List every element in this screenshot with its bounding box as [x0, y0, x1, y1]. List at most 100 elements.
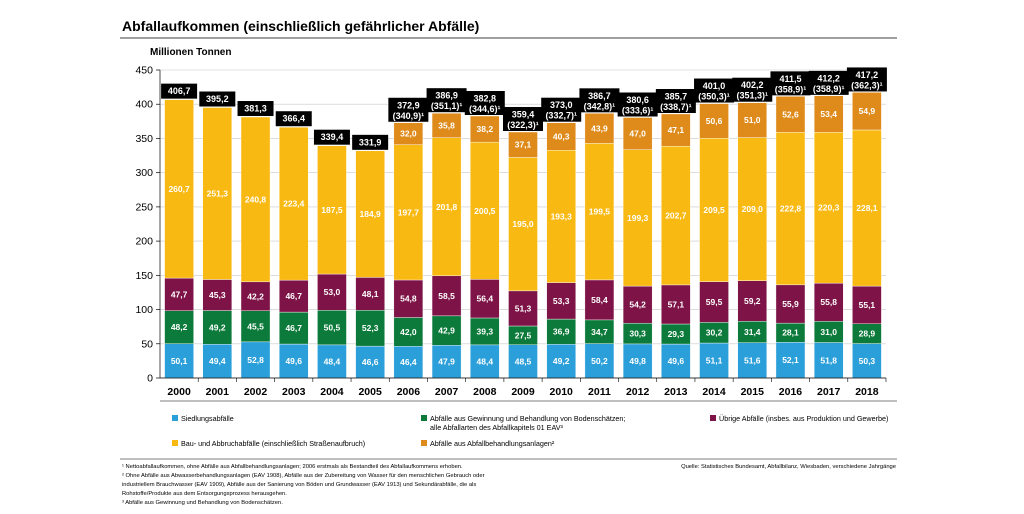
- bar-segment: [622, 117, 653, 150]
- total-value-label: (351,1)¹: [431, 101, 463, 111]
- bar-segment: [584, 113, 615, 144]
- bar-segment: [317, 344, 347, 379]
- segment-value-label: 199,3: [627, 213, 649, 223]
- segment-value-label: 42,0: [400, 327, 417, 337]
- segment-value-label: 34,7: [591, 327, 608, 337]
- total-value-label: (333,6)¹: [622, 106, 654, 116]
- segment-value-label: 52,1: [782, 355, 799, 365]
- x-tick-label: 2017: [817, 386, 841, 398]
- legend-label: Übrige Abfälle (insbes. aus Produktion u…: [719, 414, 888, 423]
- segment-value-label: 260,7: [168, 184, 190, 194]
- total-value-label: 417,2: [856, 70, 879, 80]
- bar-segment: [661, 343, 691, 379]
- total-labels: 406,7 395,2 381,3 366,4 339,4 331,9 372,9(340,…: [161, 67, 887, 150]
- bar-segment: [508, 157, 538, 292]
- segment-value-label: 55,9: [782, 299, 799, 309]
- x-tick-label: 2008: [473, 386, 497, 398]
- segment-value-label: 46,6: [362, 357, 379, 367]
- total-value-label: 331,9: [359, 137, 382, 147]
- segment-value-label: 56,4: [477, 294, 494, 304]
- x-tick-label: 2009: [511, 386, 535, 398]
- y-tick-label: 300: [135, 167, 153, 179]
- bar-segment: [508, 131, 538, 158]
- segment-value-label: 228,1: [856, 203, 878, 213]
- total-value-label: 385,7: [665, 92, 688, 102]
- total-value-label: 395,2: [206, 94, 229, 104]
- y-axis-label: Millionen Tonnen: [150, 47, 231, 58]
- segment-value-label: 55,8: [820, 297, 837, 307]
- x-tick-label: 2012: [626, 386, 650, 398]
- segment-value-label: 197,7: [398, 207, 420, 217]
- total-value-label: 382,8: [474, 93, 497, 103]
- segment-value-label: 209,0: [742, 204, 764, 214]
- segment-value-label: 58,5: [438, 291, 455, 301]
- total-box: [313, 129, 350, 145]
- bar-segment: [355, 345, 385, 379]
- segment-value-label: 47,1: [668, 125, 685, 135]
- segment-value-label: 49,8: [629, 356, 646, 366]
- total-value-label: 373,0: [550, 100, 573, 110]
- segment-value-label: 50,5: [324, 323, 341, 333]
- legend-label: Bau- und Abbruchabfälle (einschließlich …: [181, 439, 365, 448]
- segment-value-label: 27,5: [515, 330, 532, 340]
- y-tick-label: 350: [135, 133, 153, 145]
- total-value-label: 386,7: [588, 91, 611, 101]
- footnotes: ¹ Nettoabfallaufkommen, ohne Abfälle aus…: [122, 464, 485, 506]
- bar-segment: [661, 145, 691, 286]
- segment-value-label: 48,5: [515, 356, 532, 366]
- y-tick-label: 100: [135, 304, 153, 316]
- footnote-line: ³ Abfälle aus Gewinnung und Behandlung v…: [122, 500, 283, 506]
- bar-segment: [317, 145, 347, 275]
- segment-value-label: 57,1: [668, 299, 685, 309]
- segment-value-label: 49,6: [285, 356, 302, 366]
- total-value-label: 366,4: [282, 114, 305, 124]
- x-axis: 2000 2001 2002 2003 2004 2005 2006 2007 2008 2009…: [160, 377, 887, 398]
- legend-swatch: [421, 440, 427, 446]
- total-value-label: (342,8)¹: [584, 101, 616, 111]
- segment-value-label: 200,5: [474, 206, 496, 216]
- x-tick-label: 2018: [855, 386, 879, 398]
- segment-value-label: 51,0: [744, 115, 761, 125]
- bar-segment: [622, 149, 653, 287]
- segment-value-label: 45,3: [209, 290, 226, 300]
- segment-value-label: 48,4: [477, 356, 494, 366]
- segment-value-label: 50,1: [171, 356, 188, 366]
- bar-segment: [661, 284, 691, 325]
- bar-segment: [699, 103, 729, 139]
- segment-value-label: 209,5: [703, 205, 725, 215]
- legend: Siedlungsabfälle Abfälle aus Gewinnung un…: [172, 414, 888, 448]
- segment-value-label: 53,0: [324, 287, 341, 297]
- bar-segment: [355, 310, 385, 347]
- total-value-label: (340,9)¹: [393, 111, 425, 121]
- bar-segment: [240, 341, 271, 379]
- bar-segment: [584, 279, 615, 321]
- y-tick-label: 400: [135, 99, 153, 111]
- segment-value-label: 51,8: [820, 355, 837, 365]
- bar-segment: [584, 343, 615, 379]
- total-box: [237, 101, 274, 117]
- bar-segment: [852, 92, 882, 131]
- bar-segment: [470, 317, 500, 346]
- bar-stacks: 50,1 48,2 47,7 260,7 49,4 49,2 45,3 251,3 52,8 45…: [164, 92, 882, 379]
- legend-label: Abfälle aus Abfallbehandlungsanlagen²: [430, 439, 555, 448]
- total-value-label: 359,4: [512, 110, 535, 120]
- bar-segment: [775, 284, 806, 324]
- total-box: [617, 92, 658, 117]
- x-tick-label: 2001: [206, 386, 230, 398]
- segment-value-label: 32,0: [400, 129, 417, 139]
- total-value-label: 402,2: [741, 80, 764, 90]
- segment-value-label: 52,8: [247, 355, 264, 365]
- bar-segment: [852, 129, 882, 287]
- total-value-label: 380,6: [626, 95, 649, 105]
- x-tick-label: 2006: [397, 386, 421, 398]
- bar-segment: [737, 102, 767, 138]
- bar-segment: [546, 150, 576, 283]
- segment-value-label: 222,8: [780, 204, 802, 214]
- segment-value-label: 28,1: [782, 328, 799, 338]
- segment-value-label: 45,5: [247, 321, 264, 331]
- bar-segment: [852, 285, 882, 324]
- legend-label-line2: alle Abfallarten des Abfallkapitels 01 E…: [430, 423, 564, 432]
- segment-value-label: 35,8: [438, 120, 455, 130]
- legend-swatch: [172, 415, 178, 421]
